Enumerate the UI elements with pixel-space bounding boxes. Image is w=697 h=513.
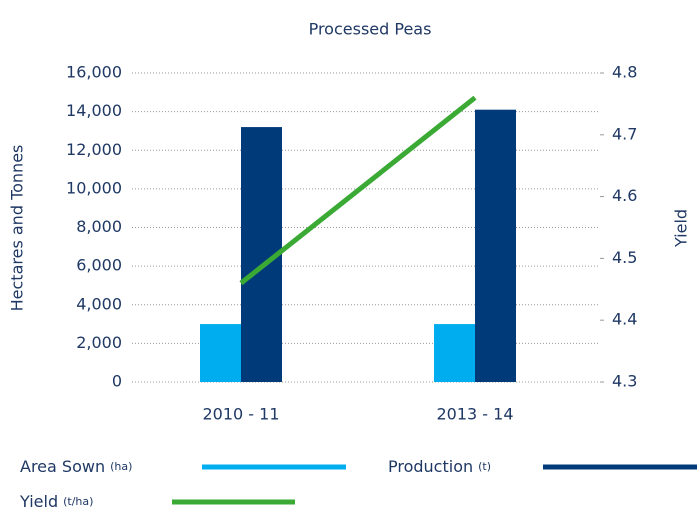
y2-tick-label: 4.5 [612, 248, 637, 267]
bar [200, 324, 241, 382]
bar [475, 109, 516, 382]
legend-unit: (t/ha) [63, 495, 93, 508]
y-tick-label: 6,000 [76, 256, 122, 275]
legend-unit: (ha) [110, 460, 132, 473]
y-tick-label: 4,000 [76, 294, 122, 313]
legend-name: Production [388, 457, 473, 476]
chart-title: Processed Peas [309, 20, 432, 39]
legend-name: Area Sown [20, 457, 105, 476]
y-tick-label: 0 [112, 372, 122, 391]
y2-tick-label: 4.7 [612, 124, 637, 143]
y2-tick-label: 4.3 [612, 372, 637, 391]
legend-label: Production (t) [388, 457, 491, 476]
line [239, 95, 477, 286]
legend-label: Yield (t/ha) [19, 492, 93, 511]
y2-tick-label: 4.4 [612, 310, 637, 329]
y2-tick-label: 4.6 [612, 186, 637, 205]
y-axis-title: Hectares and Tonnes [8, 145, 27, 312]
legend-label: Area Sown (ha) [20, 457, 132, 476]
y-tick-label: 8,000 [76, 217, 122, 236]
bar [434, 324, 475, 382]
y-tick-label: 12,000 [66, 140, 122, 159]
y2-axis-title: Yield [672, 209, 691, 248]
y-tick-label: 2,000 [76, 333, 122, 352]
legend-unit: (t) [478, 460, 491, 473]
y2-tick-label: 4.8 [612, 63, 637, 82]
y-tick-label: 16,000 [66, 63, 122, 82]
x-tick-label: 2013 - 14 [436, 405, 513, 424]
y-tick-label: 14,000 [66, 101, 122, 120]
legend-name: Yield [19, 492, 58, 511]
y-tick-label: 10,000 [66, 178, 122, 197]
x-tick-label: 2010 - 11 [202, 405, 279, 424]
